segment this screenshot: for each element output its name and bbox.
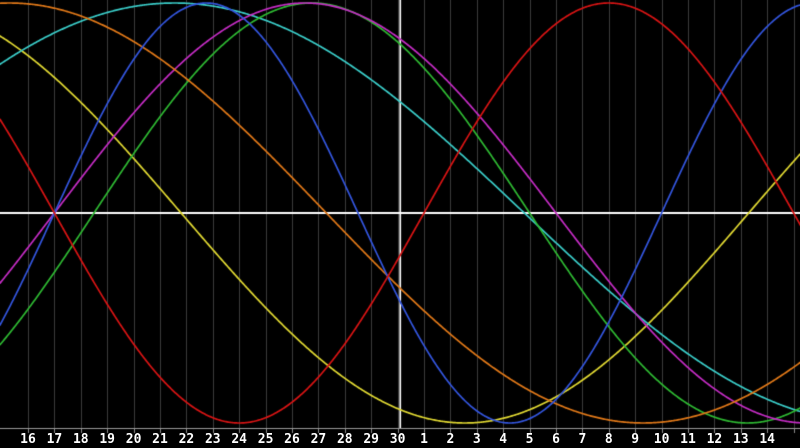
x-axis-label: 14 — [759, 432, 776, 447]
x-axis-label: 3 — [472, 432, 481, 447]
x-axis-label: 5 — [525, 432, 534, 447]
x-axis-label: 8 — [604, 432, 613, 447]
x-axis-label: 1 — [420, 432, 428, 447]
x-axis-label: 20 — [125, 432, 142, 447]
x-axis-label: 6 — [552, 432, 560, 447]
x-axis-label: 19 — [99, 432, 116, 447]
x-axis-label: 16 — [20, 432, 36, 447]
x-axis-label: 11 — [680, 432, 696, 447]
x-axis-label: 26 — [284, 432, 300, 447]
x-axis-label: 21 — [152, 432, 168, 447]
x-axis-label: 7 — [578, 432, 587, 447]
x-axis-label: 2 — [446, 432, 455, 447]
x-axis-label: 9 — [631, 432, 640, 447]
x-axis-label: 23 — [204, 432, 221, 447]
x-axis-label: 29 — [363, 432, 380, 447]
x-axis-label: 25 — [257, 432, 274, 447]
x-axis-labels: 16 17 18 19 20 21 22 23 24 25 26 27 28 29 30 1 2 3 4 5 6 7 8 9 1… — [0, 431, 800, 448]
x-axis-label: 13 — [732, 432, 749, 447]
x-axis-label: 27 — [310, 432, 327, 447]
x-axis-label: 4 — [499, 432, 508, 447]
x-axis-label: 12 — [706, 432, 723, 447]
x-axis-label: 10 — [653, 432, 670, 447]
x-axis-label: 24 — [231, 432, 248, 447]
x-axis-label: 30 — [389, 432, 406, 447]
x-axis-label: 18 — [72, 432, 89, 447]
x-axis-label: 22 — [178, 432, 195, 447]
x-axis-label: 28 — [336, 432, 353, 447]
plot-canvas — [0, 0, 800, 434]
x-axis-label: 17 — [46, 432, 63, 447]
